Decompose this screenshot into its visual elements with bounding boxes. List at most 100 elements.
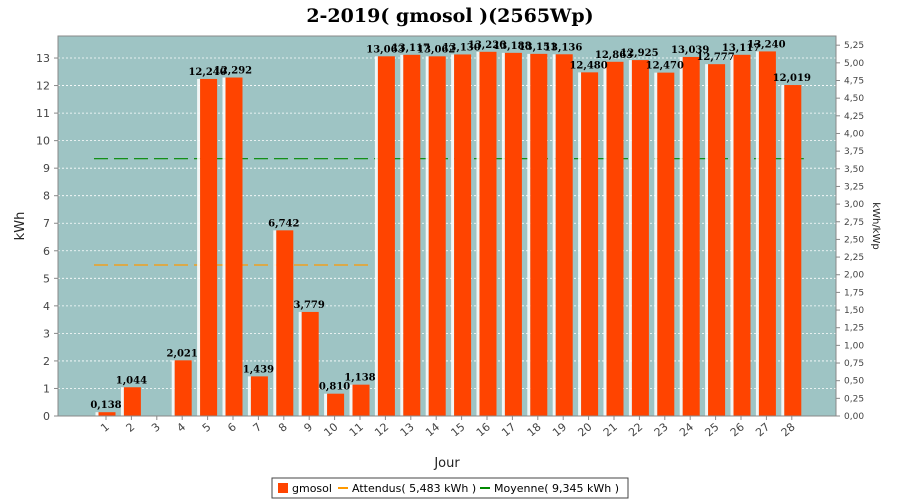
- data-label: 13,151: [519, 42, 557, 53]
- bar: [708, 64, 726, 417]
- x-tick-label: 5: [200, 420, 214, 434]
- data-label: 13,136: [544, 42, 582, 53]
- x-tick-label: 10: [321, 420, 340, 439]
- data-label: 1,439: [243, 364, 274, 375]
- bar: [530, 53, 548, 417]
- y-axis-right-label: kWh/kWp: [870, 202, 881, 249]
- bar: [428, 56, 446, 416]
- bar: [225, 77, 243, 417]
- y-right-tick-label: 1,50: [844, 306, 864, 316]
- bar-highlight: [247, 376, 251, 416]
- data-label: 12,863: [595, 50, 633, 61]
- bar-highlight: [628, 60, 632, 416]
- y-tick-label: 1: [43, 382, 50, 395]
- data-label: 12,925: [620, 48, 658, 59]
- bar-highlight: [425, 56, 429, 416]
- bar: [555, 54, 573, 416]
- y-right-tick-label: 2,00: [844, 271, 864, 281]
- data-label: 13,226: [468, 40, 506, 51]
- bar-highlight: [476, 51, 480, 417]
- bar: [758, 51, 776, 416]
- bar-highlight: [324, 393, 328, 416]
- y-tick-label: 5: [43, 272, 50, 285]
- bar-highlight: [95, 412, 99, 416]
- bar: [123, 387, 141, 416]
- y-tick-label: 12: [36, 80, 50, 93]
- y-right-tick-label: 2,25: [844, 253, 864, 263]
- bar-highlight: [781, 85, 785, 417]
- data-label: 1,044: [116, 375, 147, 386]
- y-right-tick-label: 2,75: [844, 218, 864, 228]
- x-tick-label: 28: [779, 420, 798, 439]
- legend-swatch-gmosol: [278, 483, 288, 493]
- x-tick-label: 4: [174, 420, 188, 434]
- data-label: 3,779: [294, 300, 325, 311]
- y-right-tick-label: 2,50: [844, 235, 864, 245]
- bar-highlight: [374, 56, 378, 417]
- y-tick-label: 0: [43, 410, 50, 423]
- bar-highlight: [552, 54, 556, 416]
- bar-highlight: [273, 230, 277, 416]
- x-axis: 1 2 3 4 5 6 7 8 9 10 11 12 13 14 15 16 17 18 19 20 21 22 23 24 2…: [58, 415, 836, 439]
- y-right-tick-label: 4,50: [844, 94, 864, 104]
- bar: [504, 52, 522, 416]
- bar-highlight: [654, 72, 658, 416]
- bar: [276, 230, 294, 416]
- y-right-tick-label: 5,00: [844, 59, 864, 69]
- bar-highlight: [197, 78, 201, 417]
- bar: [377, 56, 395, 417]
- bar: [631, 60, 649, 416]
- bar-highlight: [527, 53, 531, 417]
- data-label: 12,470: [646, 61, 684, 72]
- data-label: 6,742: [268, 218, 299, 229]
- data-label: 13,117: [722, 43, 760, 54]
- data-label: 13,039: [671, 45, 709, 56]
- y-tick-label: 9: [43, 162, 50, 175]
- x-tick-label: 24: [677, 420, 696, 439]
- bar: [250, 376, 268, 416]
- data-label: 12,292: [214, 66, 252, 77]
- y-tick-label: 3: [43, 327, 50, 340]
- y-right-tick-label: 0,25: [844, 394, 864, 404]
- bar: [327, 393, 345, 416]
- bar-highlight: [298, 311, 302, 416]
- data-label: 1,138: [344, 373, 375, 384]
- x-tick-label: 6: [225, 420, 239, 434]
- bar: [403, 54, 421, 416]
- bar: [352, 384, 370, 416]
- x-tick-label: 13: [398, 420, 417, 439]
- y-tick-label: 10: [36, 135, 50, 148]
- x-tick-label: 3: [149, 420, 163, 434]
- data-label: 13,240: [747, 39, 785, 50]
- bar-highlight: [222, 77, 226, 417]
- bar: [784, 85, 802, 417]
- bar: [200, 78, 218, 417]
- legend-label: Attendus( 5,483 kWh ): [352, 482, 476, 495]
- x-tick-label: 25: [702, 420, 721, 439]
- x-tick-label: 2: [124, 420, 138, 434]
- x-tick-label: 9: [301, 420, 315, 434]
- x-tick-label: 1: [98, 420, 112, 434]
- bar: [682, 56, 700, 416]
- y-right-tick-label: 0,00: [844, 412, 864, 422]
- y-right-tick-label: 1,75: [844, 288, 864, 298]
- data-label: 13,117: [392, 43, 430, 54]
- x-tick-label: 18: [525, 420, 544, 439]
- x-tick-label: 23: [652, 420, 671, 439]
- y-tick-label: 8: [43, 190, 50, 203]
- bar: [606, 61, 624, 416]
- bar-highlight: [603, 61, 607, 416]
- x-axis-label: Jour: [433, 456, 460, 471]
- y-right-tick-label: 0,50: [844, 377, 864, 387]
- y-tick-label: 4: [43, 300, 50, 313]
- bar: [98, 412, 116, 416]
- x-tick-label: 19: [550, 420, 569, 439]
- data-label: 13,063: [366, 44, 404, 55]
- y-right-tick-label: 3,00: [844, 200, 864, 210]
- data-label: 2,021: [167, 348, 198, 359]
- bar: [657, 72, 675, 416]
- bar-highlight: [120, 387, 124, 416]
- bar: [454, 54, 472, 416]
- legend-label: Moyenne( 9,345 kWh ): [494, 482, 619, 495]
